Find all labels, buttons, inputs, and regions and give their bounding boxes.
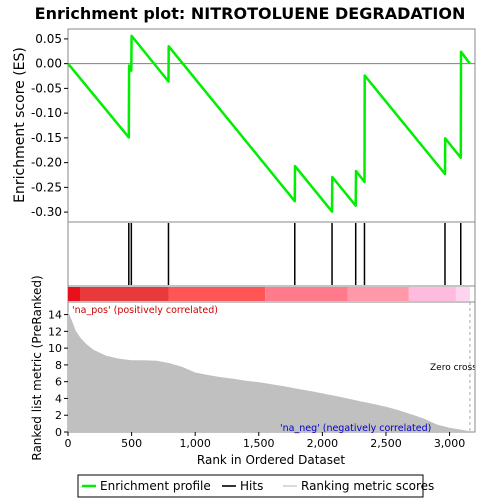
rank-bar-segment	[68, 287, 81, 301]
chart-title: Enrichment plot: NITROTOLUENE DEGRADATIO…	[35, 4, 466, 23]
es-y-axis: 0.05 0.00 -0.05 -0.10 -0.15 -0.20 -0.25 -0.30	[31, 32, 68, 219]
es-y-tick-label: -0.05	[31, 81, 62, 95]
metric-x-tick-label: 1,000	[179, 437, 211, 450]
rank-bar-segment	[455, 287, 470, 301]
es-panel-frame	[67, 28, 476, 223]
legend-box	[77, 474, 424, 498]
rank-bar-segment	[408, 287, 456, 301]
es-y-tick-label: 0.00	[35, 57, 62, 71]
metric-y-tick-label: 10	[48, 342, 62, 355]
es-y-tick-label: -0.20	[31, 156, 62, 170]
legend-label: Hits	[240, 479, 263, 493]
es-y-tick-label: -0.25	[31, 180, 62, 194]
rank-bar-segment	[80, 287, 169, 301]
legend: Enrichment profile Hits Ranking metric sco…	[82, 479, 434, 493]
es-y-axis-label: Enrichment score (ES)	[12, 47, 28, 203]
es-y-tick-label: -0.10	[31, 106, 62, 120]
rank-bar-segment	[265, 287, 348, 301]
ranking-metric-area	[68, 311, 470, 432]
rank-color-bar	[68, 287, 470, 301]
zero-cross-label: Zero cross at 3160	[430, 363, 500, 373]
metric-y-tick-label: 2	[55, 409, 62, 422]
positive-correlation-label: 'na_pos' (positively correlated)	[72, 305, 218, 316]
es-y-tick-label: -0.15	[31, 131, 62, 145]
metric-y-tick-label: 14	[48, 309, 62, 322]
metric-y-tick-label: 4	[55, 392, 62, 405]
legend-label: Enrichment profile	[100, 479, 211, 493]
hits-lines	[128, 223, 462, 285]
rank-bar-segment	[347, 287, 409, 301]
metric-y-axis: 0 2 4 6 8 10 12 14	[48, 309, 68, 439]
metric-x-tick-label: 500	[121, 437, 142, 450]
negative-correlation-label: 'na_neg' (negatively correlated)	[280, 423, 431, 434]
metric-x-axis: 0 500 1,000 1,500 2,000 2,500 3,000	[65, 432, 466, 450]
metric-x-tick-label: 0	[65, 437, 72, 450]
metric-x-tick-label: 2,500	[370, 437, 402, 450]
metric-x-tick-label: 1,500	[243, 437, 275, 450]
metric-y-tick-label: 6	[55, 376, 62, 389]
metric-y-axis-label: Ranked list metric (PreRanked)	[30, 275, 44, 460]
enrichment-profile-line	[67, 34, 471, 213]
metric-x-axis-label: Rank in Ordered Dataset	[197, 453, 345, 467]
metric-y-tick-label: 12	[48, 325, 62, 338]
metric-x-tick-label: 2,000	[307, 437, 339, 450]
es-y-tick-label: 0.05	[35, 32, 62, 46]
hits-panel-frame	[67, 221, 476, 287]
rank-bar-segment	[168, 287, 266, 301]
es-y-tick-label: -0.30	[31, 205, 62, 219]
metric-x-tick-label: 3,000	[434, 437, 466, 450]
metric-y-tick-label: 8	[55, 359, 62, 372]
right-margin-mask	[475, 302, 500, 432]
legend-label: Ranking metric scores	[301, 479, 434, 493]
metric-y-tick-label: 0	[55, 426, 62, 439]
